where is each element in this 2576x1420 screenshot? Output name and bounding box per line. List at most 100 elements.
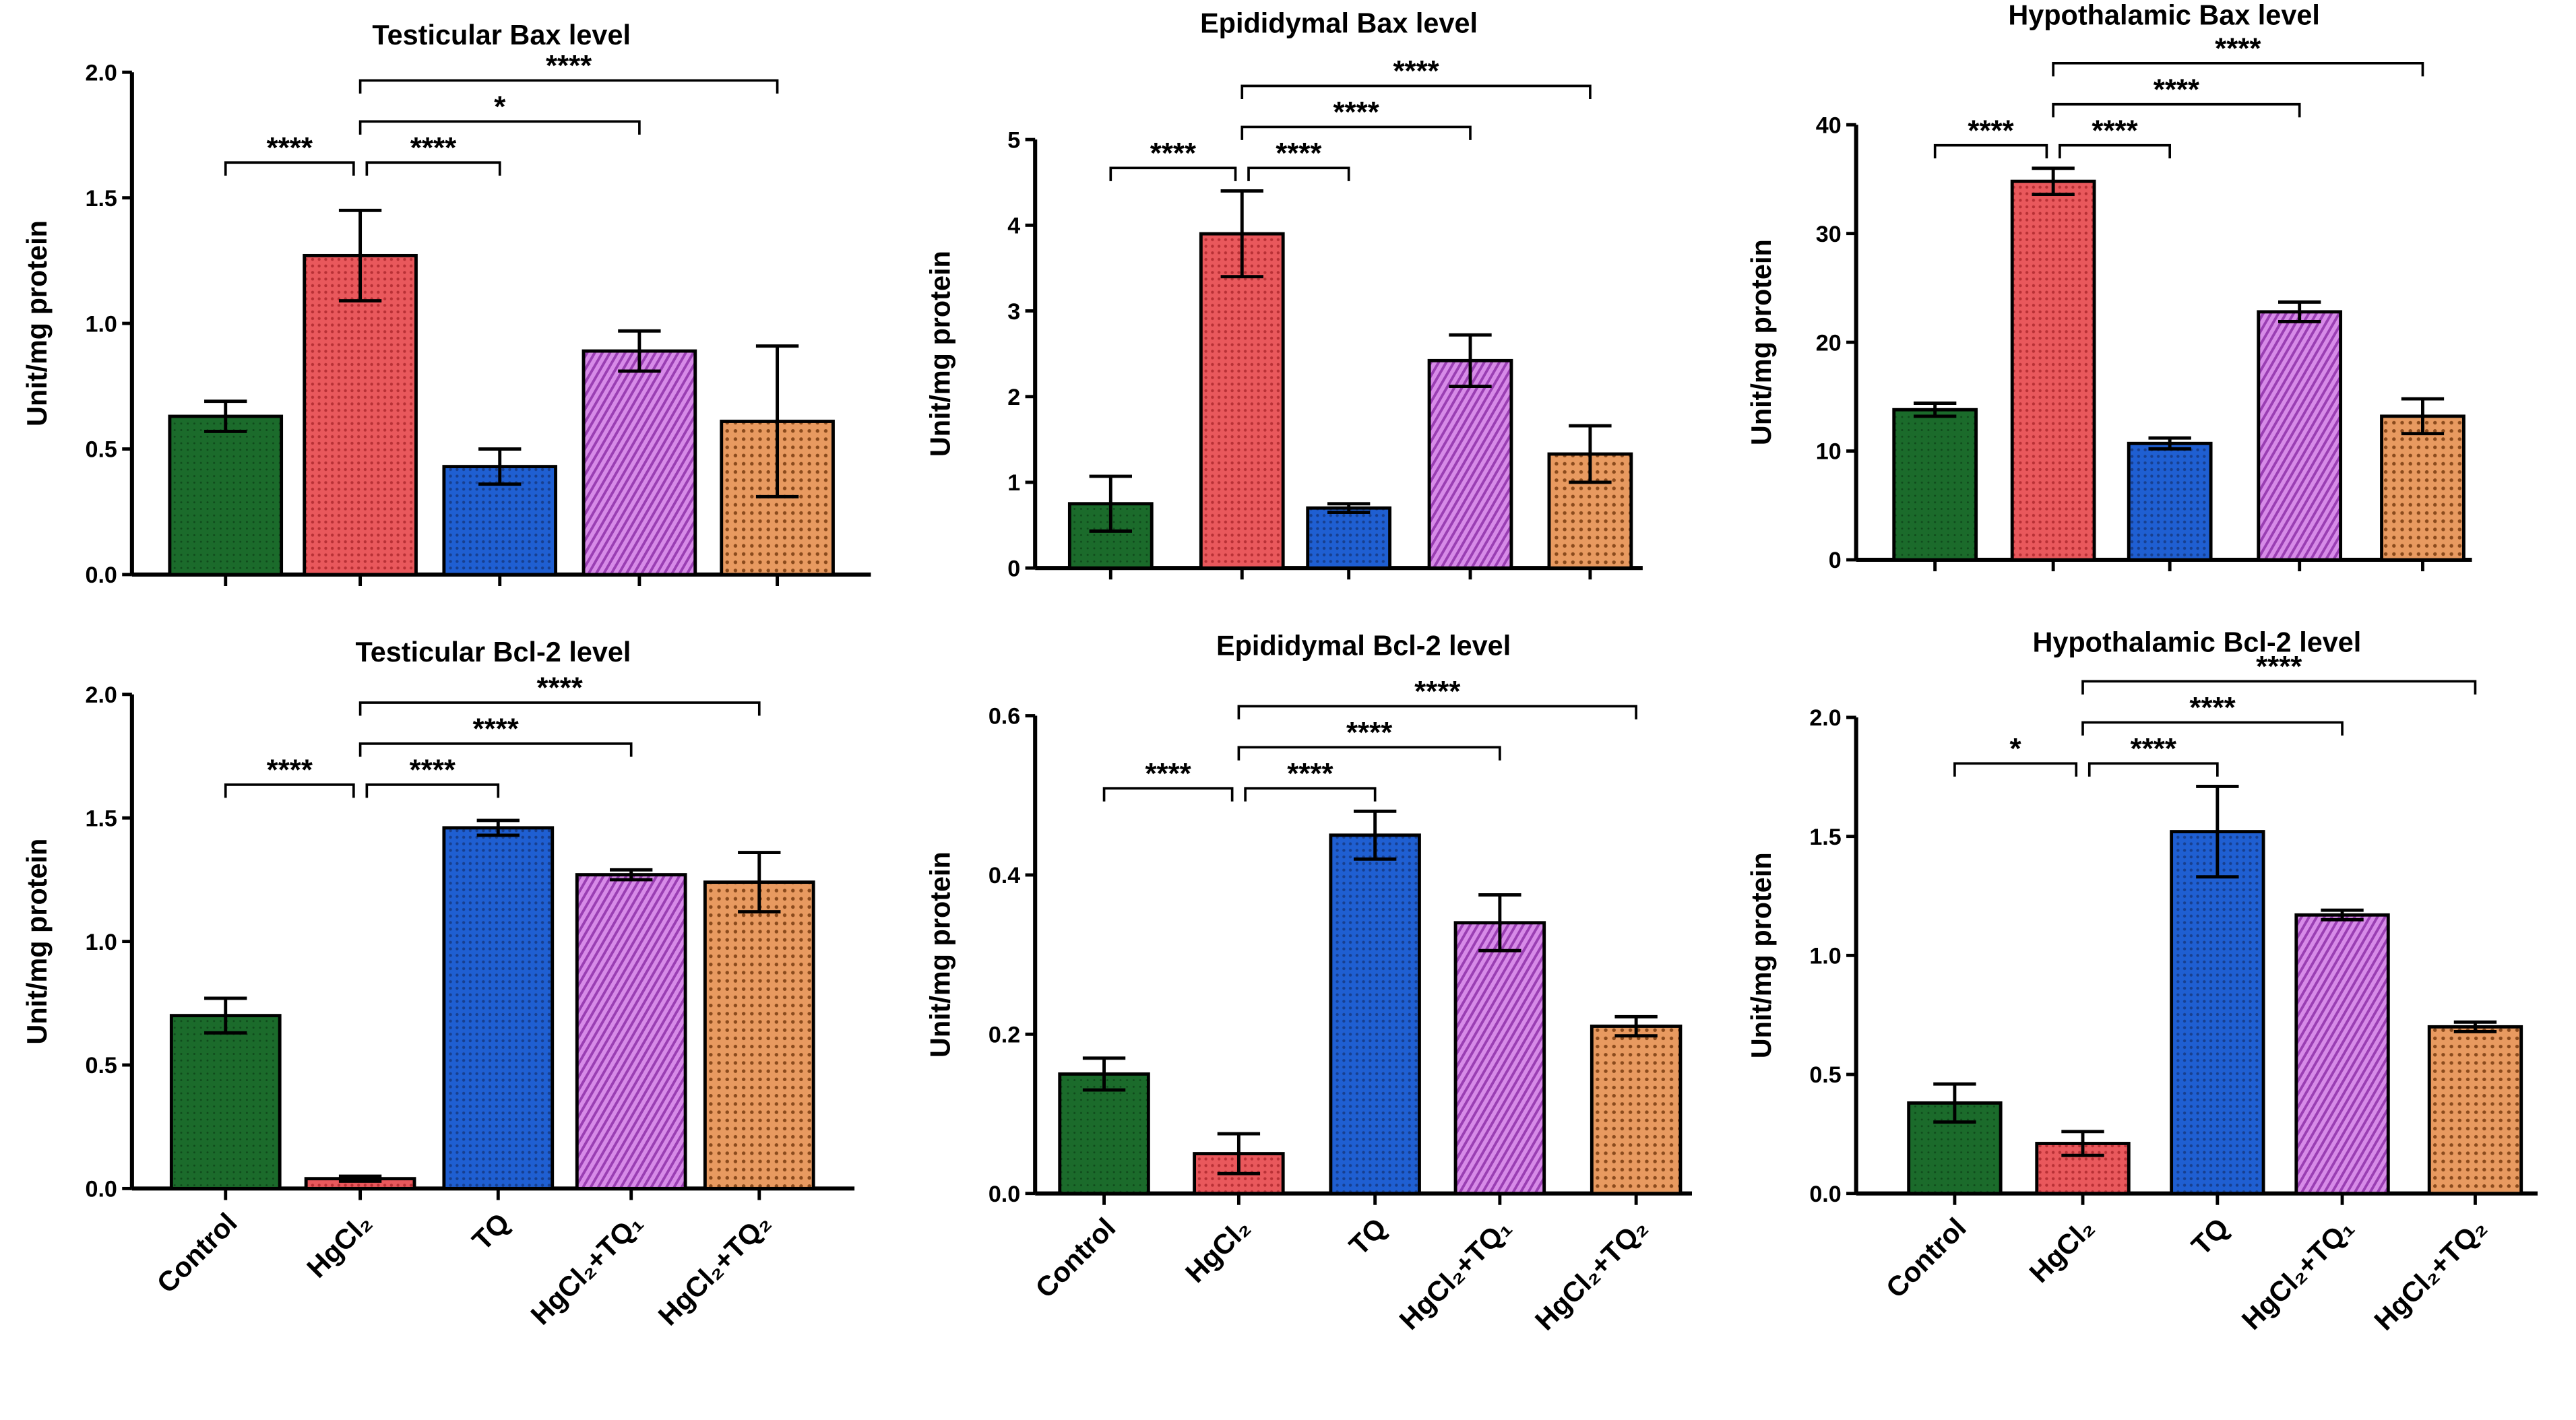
bar-3 [1329,833,1421,1196]
x-category-label: HgCl₂+TQ₂ [2368,1212,2493,1336]
x-category-label: HgCl₂+TQ₂ [652,1207,777,1332]
significance-bracket [1240,84,1592,99]
x-category-label: HgCl₂ [2023,1212,2100,1289]
y-axis-label: Unit/mg protein [22,220,53,426]
y-tick-label: 2.0 [86,682,117,708]
y-tick-label: 10 [1816,439,1842,465]
significance-label: **** [1393,55,1439,88]
y-tick-label: 1.5 [86,806,117,831]
bar-1 [168,414,284,577]
significance-label: **** [546,49,592,82]
significance-label: **** [267,754,313,787]
significance-bracket [2059,143,2171,159]
y-tick-label: 1.0 [86,930,117,955]
significance-bracket [1240,125,1472,140]
chart-panel-2: Epididymal Bax level Unit/mg protein 0 1 2 3 4… [924,8,1643,581]
bar-4 [2294,913,2390,1196]
bar-3 [442,465,558,577]
chart-panel-5: Epididymal Bcl-2 level Unit/mg protein 0.0… [924,630,1693,1207]
significance-bracket [1247,166,1350,181]
x-category-label: Control [151,1207,243,1299]
bar-4 [2257,310,2343,562]
significance-label: **** [1333,96,1379,129]
significance-bracket [1933,143,2048,159]
significance-bracket [2081,721,2344,736]
chart-panel-1: Testicular Bax level Unit/mg protein 0.0 0.… [22,20,871,588]
y-tick-label: 2.0 [1809,705,1841,731]
y-tick-label: 0.0 [86,1177,117,1202]
y-tick-label: 20 [1816,330,1842,356]
significance-label: **** [2215,32,2261,65]
x-category-label: HgCl₂+TQ₁ [1393,1212,1517,1336]
y-tick-label: 0.5 [86,1053,117,1078]
bar-5 [2427,1025,2523,1196]
significance-label: **** [1145,757,1191,790]
y-axis-label: Unit/mg protein [1746,239,1777,445]
bar-3 [2170,830,2265,1196]
bar-2 [2010,179,2096,562]
bar-1 [1892,408,1978,562]
bar-4 [575,873,687,1190]
x-category-label: HgCl₂ [301,1207,378,1284]
significance-label: * [2010,732,2022,765]
significance-label: **** [410,131,457,164]
significance-label: **** [1150,137,1197,170]
significance-label: * [494,90,506,123]
bar-5 [1590,1025,1683,1196]
y-tick-label: 0.6 [988,704,1020,730]
bar-3 [1306,506,1392,570]
bar-1 [169,1014,282,1190]
x-category-label: HgCl₂+TQ₁ [525,1207,649,1331]
y-tick-label: 0 [1007,556,1020,581]
bar-1 [1058,1072,1150,1196]
significance-bracket [2087,762,2219,777]
y-tick-label: 0.5 [86,437,117,463]
bar-2 [1199,232,1285,570]
significance-bracket [224,161,355,176]
y-tick-label: 30 [1816,222,1842,247]
significance-label: **** [2256,650,2302,683]
y-tick-label: 2.0 [86,60,117,86]
y-tick-label: 4 [1007,214,1020,239]
bar-4 [1453,921,1546,1196]
significance-label: **** [1276,137,1322,170]
chart-panel-6: Hypothalamic Bcl-2 level Unit/mg protein 0… [1746,626,2538,1207]
significance-label: **** [1968,114,2014,147]
x-category-label: TQ [466,1207,515,1256]
y-tick-label: 1.0 [1809,944,1841,969]
y-tick-label: 1.0 [86,311,117,337]
y-axis-label: Unit/mg protein [924,251,955,457]
significance-label: **** [2131,732,2177,765]
x-category-label: HgCl₂ [1179,1212,1256,1289]
y-tick-label: 0.0 [988,1182,1020,1207]
y-tick-label: 1.5 [86,186,117,212]
y-tick-label: 0.5 [1809,1062,1841,1088]
significance-label: **** [1414,675,1461,708]
chart-title: Epididymal Bcl-2 level [1216,630,1511,661]
y-tick-label: 0.0 [86,562,117,588]
significance-bracket [365,161,501,176]
significance-bracket [1953,762,2078,777]
bar-3 [442,826,555,1190]
chart-title: Testicular Bax level [372,20,631,51]
chart-panel-3: Hypothalamic Bax level Unit/mg protein 0 10… [1746,0,2472,573]
y-tick-label: 0.2 [988,1022,1020,1047]
significance-label: **** [537,672,584,705]
bar-4 [582,349,697,577]
significance-bracket [358,79,779,94]
significance-bracket [365,783,500,798]
significance-bracket [1237,746,1501,761]
y-tick-label: 0.0 [1809,1182,1841,1207]
significance-bracket [2052,61,2424,77]
x-category-label: Control [1880,1212,1972,1304]
significance-bracket [358,120,641,135]
y-axis-label: Unit/mg protein [22,839,53,1045]
x-category-label: HgCl₂+TQ₂ [1529,1212,1654,1336]
significance-bracket [358,742,633,757]
bar-5 [2380,414,2465,562]
significance-label: **** [1287,757,1333,790]
significance-label: **** [2092,114,2138,147]
y-tick-label: 5 [1007,127,1020,153]
bar-3 [2127,441,2213,562]
y-tick-label: 1.5 [1809,825,1841,850]
